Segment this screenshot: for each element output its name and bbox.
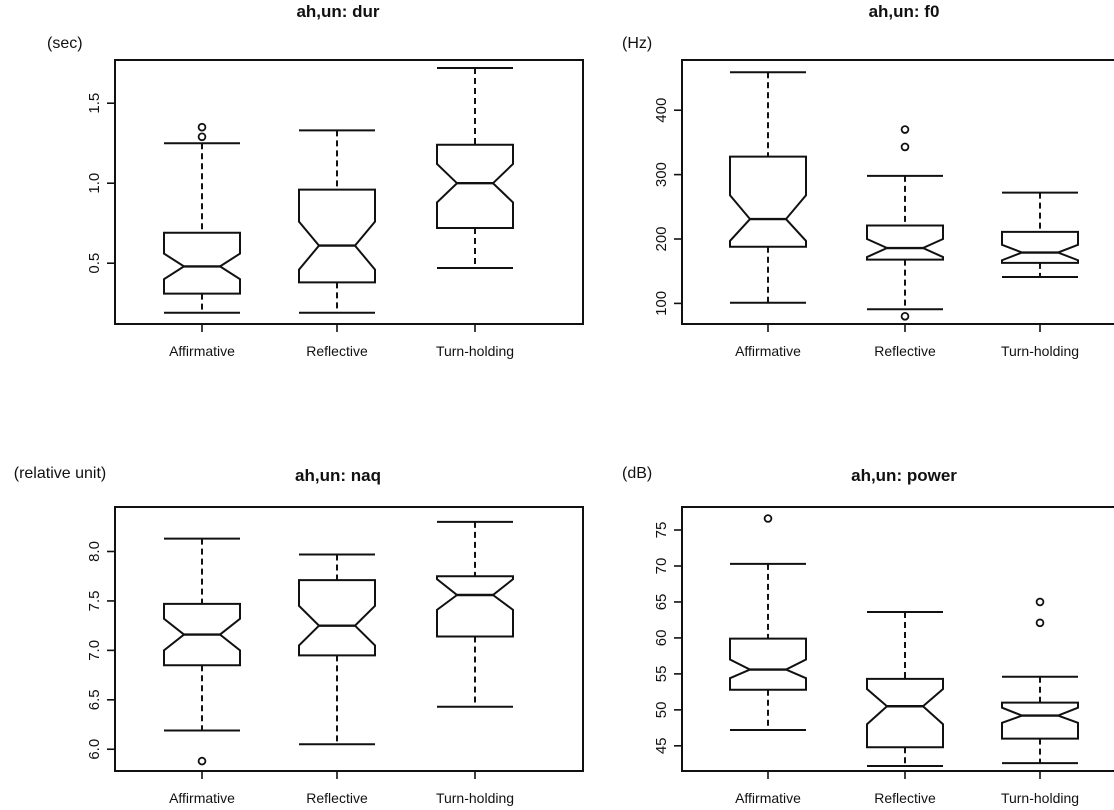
outlier-point xyxy=(763,514,773,523)
outlier-point xyxy=(900,125,910,134)
panel-title: ah,un: dur xyxy=(296,2,379,21)
outlier-point xyxy=(197,756,207,766)
y-tick-label: 75 xyxy=(653,522,670,539)
outlier-point xyxy=(900,311,910,321)
x-tick-label: Reflective xyxy=(306,790,368,806)
y-tick-label: 6.0 xyxy=(86,739,103,760)
outlier-point xyxy=(900,142,910,152)
panel-title: ah,un: naq xyxy=(295,466,381,485)
notched-box xyxy=(866,224,944,261)
y-tick-label: 400 xyxy=(653,98,670,123)
notched-box xyxy=(298,579,376,657)
notched-box xyxy=(298,188,376,284)
y-tick-label: 65 xyxy=(653,594,670,611)
y-tick-label: 300 xyxy=(653,162,670,187)
x-tick-label: Reflective xyxy=(874,343,936,359)
y-tick-label: 70 xyxy=(653,558,670,575)
x-tick-label: Reflective xyxy=(306,343,368,359)
plot-marks: 100 200 300 400 Affirmative Reflective Turn-ho… xyxy=(653,71,1079,359)
panel-f0: ah,un: f0 (Hz) 100 200 300 400 Affirmative Re… xyxy=(622,2,1114,359)
panel-title: ah,un: f0 xyxy=(869,2,940,21)
unit-label: (dB) xyxy=(622,465,652,482)
y-tick-label: 7.0 xyxy=(86,640,103,661)
y-tick-label: 200 xyxy=(653,226,670,251)
x-tick-label: Affirmative xyxy=(735,343,801,359)
x-tick-label: Affirmative xyxy=(169,343,235,359)
x-tick-label: Affirmative xyxy=(169,790,235,806)
plot-marks: 6.0 6.5 7.0 7.5 8.0 Affirmative Reflective Turn… xyxy=(86,520,514,806)
y-tick-label: 45 xyxy=(653,737,670,754)
plot-frame xyxy=(114,59,584,325)
y-tick-label: 50 xyxy=(653,702,670,719)
outlier-point xyxy=(197,122,207,132)
y-tick-label: 1.0 xyxy=(86,173,103,194)
plot-frame xyxy=(681,59,1114,325)
notched-box xyxy=(729,637,807,691)
outlier-point xyxy=(1035,597,1045,607)
plot-marks: 45 50 55 60 65 70 75 Affirmative Reflective Turn-… xyxy=(653,514,1079,806)
notched-box xyxy=(729,155,807,248)
x-tick-label: Turn-holding xyxy=(436,343,514,359)
y-tick-label: 60 xyxy=(653,630,670,647)
y-tick-label: 7.5 xyxy=(86,591,103,612)
notched-box xyxy=(1001,230,1079,264)
y-tick-label: 100 xyxy=(653,291,670,316)
notched-box xyxy=(163,231,241,295)
x-tick-label: Affirmative xyxy=(735,790,801,806)
plot-frame xyxy=(681,506,1114,772)
x-tick-label: Reflective xyxy=(874,790,936,806)
unit-label: (sec) xyxy=(47,35,83,52)
notched-box xyxy=(866,677,944,749)
panel-naq: ah,un: naq (relative unit) 6.0 6.5 7.0 7.5 8… xyxy=(14,465,584,806)
y-tick-label: 8.0 xyxy=(86,541,103,562)
notched-box xyxy=(436,143,514,229)
plot-marks: 0.5 1.0 1.5 Affirmative Reflective Turn-holdi… xyxy=(86,67,514,359)
panel-title: ah,un: power xyxy=(851,466,957,485)
y-tick-label: 0.5 xyxy=(86,253,103,274)
unit-label: (relative unit) xyxy=(14,465,106,482)
x-tick-label: Turn-holding xyxy=(436,790,514,806)
outlier-point xyxy=(1035,618,1045,628)
y-tick-label: 55 xyxy=(653,666,670,683)
outlier-point xyxy=(197,132,207,142)
x-tick-label: Turn-holding xyxy=(1001,343,1079,359)
notched-box xyxy=(436,575,514,638)
unit-label: (Hz) xyxy=(622,35,652,52)
y-tick-label: 1.5 xyxy=(86,93,103,114)
plot-frame xyxy=(114,506,584,772)
notched-box xyxy=(1001,701,1079,740)
x-tick-label: Turn-holding xyxy=(1001,790,1079,806)
panel-power: ah,un: power (dB) 45 50 55 60 65 70 75 Affirmat… xyxy=(622,465,1114,806)
panel-duration: ah,un: dur (sec) 0.5 1.0 1.5 Affirmative Ref… xyxy=(47,2,584,359)
y-tick-label: 6.5 xyxy=(86,689,103,710)
